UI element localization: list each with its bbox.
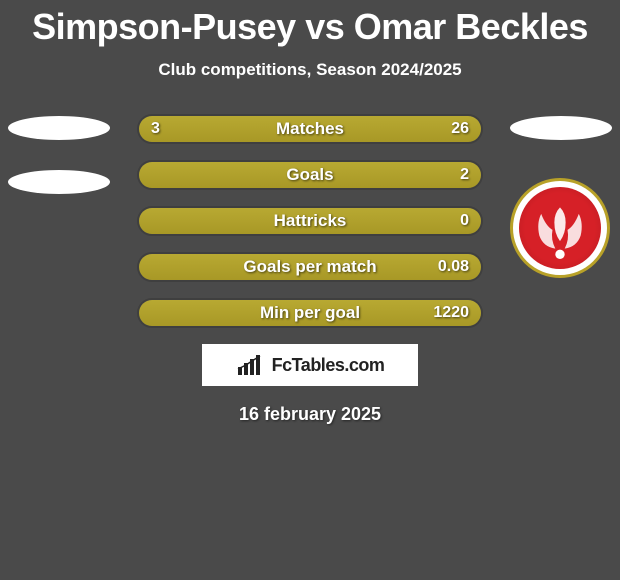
subtitle: Club competitions, Season 2024/2025: [0, 60, 620, 80]
stat-label: Hattricks: [139, 208, 481, 234]
stat-row: 2Goals: [137, 160, 483, 190]
brand-text: FcTables.com: [272, 355, 385, 376]
stat-label: Goals: [139, 162, 481, 188]
player2-name: Omar Beckles: [354, 6, 588, 47]
club-crest-icon: [510, 178, 610, 278]
brand-chart-icon: [236, 353, 266, 377]
date-text: 16 february 2025: [0, 404, 620, 425]
stat-bars: 326Matches 2Goals 0Hattricks 0.08Goals per …: [137, 114, 483, 328]
brand-badge[interactable]: FcTables.com: [202, 344, 418, 386]
stat-label: Goals per match: [139, 254, 481, 280]
placeholder-icon: [8, 170, 110, 194]
stats-section: 326Matches 2Goals 0Hattricks 0.08Goals per …: [0, 114, 620, 425]
stat-row: 1220Min per goal: [137, 298, 483, 328]
stat-row: 0Hattricks: [137, 206, 483, 236]
placeholder-icon: [510, 116, 612, 140]
comparison-title: Simpson-Pusey vs Omar Beckles: [0, 0, 620, 48]
player2-badge: [510, 106, 612, 208]
player1-name: Simpson-Pusey: [32, 6, 296, 47]
stat-label: Matches: [139, 116, 481, 142]
stat-label: Min per goal: [139, 300, 481, 326]
player1-badge: [8, 106, 110, 208]
stat-row: 326Matches: [137, 114, 483, 144]
vs-text: vs: [305, 6, 344, 47]
placeholder-icon: [8, 116, 110, 140]
stat-row: 0.08Goals per match: [137, 252, 483, 282]
